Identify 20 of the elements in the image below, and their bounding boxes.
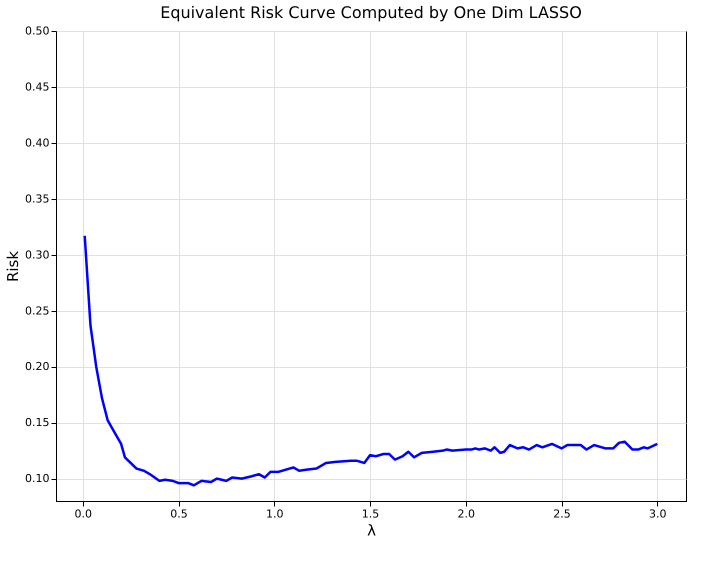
x-tick-label: 0.0 xyxy=(74,508,92,520)
y-axis-title: Risk xyxy=(4,250,22,282)
line-series xyxy=(83,234,659,487)
x-tick-label: 1.0 xyxy=(266,508,284,520)
y-tick-label: 0.15 xyxy=(25,416,50,430)
x-tick-label: 3.0 xyxy=(649,508,667,520)
y-tick-label: 0.10 xyxy=(25,472,50,486)
x-axis-title: λ xyxy=(367,522,376,540)
y-tick-label: 0.45 xyxy=(25,80,50,94)
y-tick-label: 0.50 xyxy=(25,24,50,38)
y-tick-label: 0.40 xyxy=(25,136,50,150)
x-tick-label: 2.5 xyxy=(553,508,571,520)
x-tick-label: 0.5 xyxy=(170,508,188,520)
chart-title: Equivalent Risk Curve Computed by One Dim LASSO xyxy=(160,3,582,22)
x-tick-label: 2.0 xyxy=(458,508,476,520)
x-tick-label: 1.5 xyxy=(362,508,380,520)
y-tick-label: 0.30 xyxy=(25,248,50,262)
y-tick-label: 0.20 xyxy=(25,360,50,374)
y-tick-label: 0.25 xyxy=(25,304,50,318)
y-tick-label: 0.35 xyxy=(25,192,50,206)
